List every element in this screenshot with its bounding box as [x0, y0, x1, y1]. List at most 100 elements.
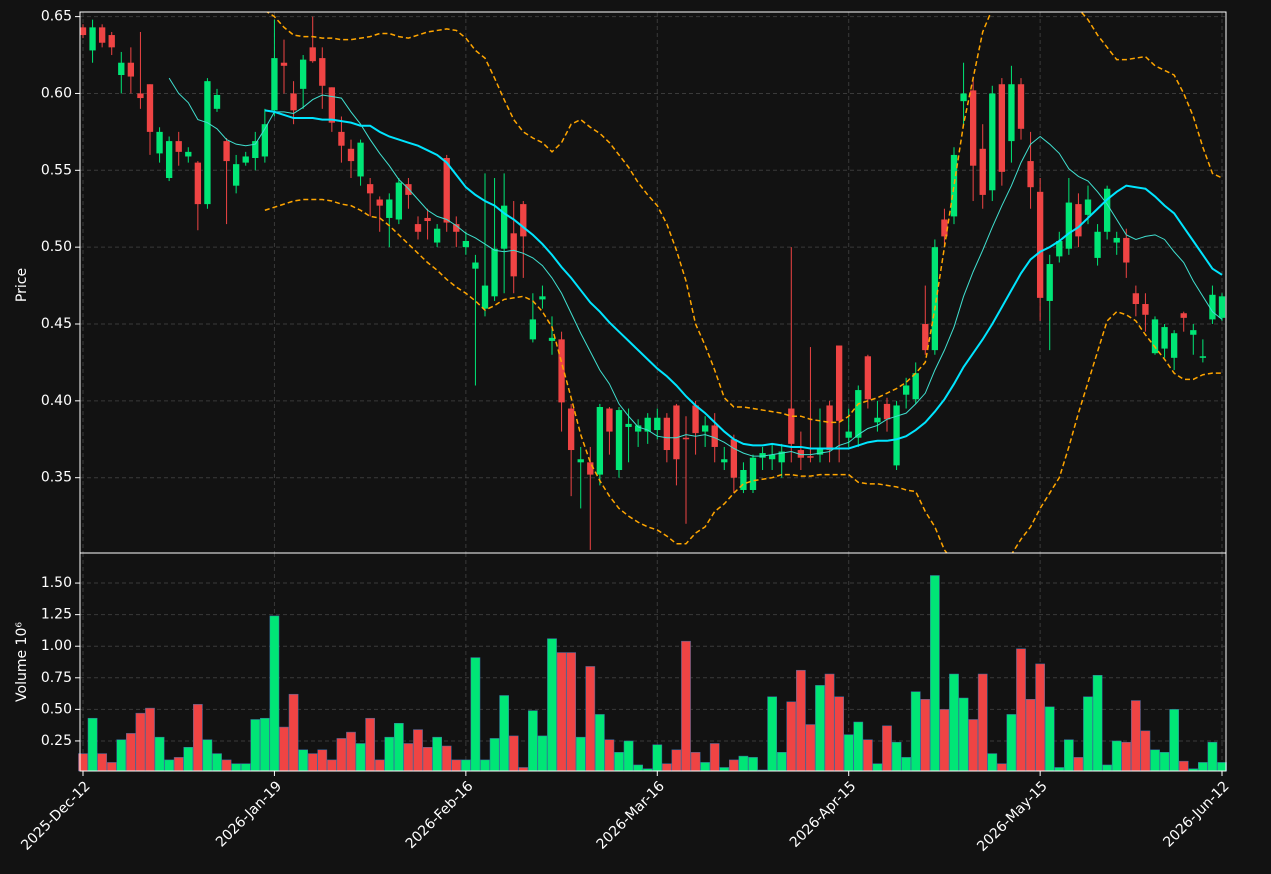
candle-body	[778, 451, 785, 463]
candle-body	[481, 285, 489, 309]
candle-body	[1065, 202, 1073, 249]
candle-body	[548, 337, 556, 341]
candle-body	[1218, 296, 1226, 318]
volume-bar	[135, 712, 146, 772]
candle-body	[902, 385, 910, 395]
y-tick-label: 0.50	[41, 701, 72, 717]
volume-bar	[700, 762, 710, 772]
candle-body	[711, 425, 718, 447]
volume-bar	[470, 657, 481, 772]
volume-bar	[317, 749, 328, 772]
volume-bar	[872, 763, 883, 772]
volume-bar	[307, 753, 318, 772]
volume-bar	[690, 752, 701, 772]
volume-bar	[824, 673, 835, 772]
candle-body	[1123, 237, 1130, 263]
candle-body	[730, 439, 738, 478]
candle-body	[232, 164, 240, 186]
volume-bar	[1140, 730, 1151, 772]
volume-bar	[403, 743, 414, 772]
candle-body	[433, 228, 441, 243]
volume-bar	[930, 575, 940, 772]
volume-bar	[537, 735, 548, 772]
y-tick-label: 0.25	[41, 733, 72, 749]
candle-body	[625, 423, 632, 427]
volume-bar	[843, 734, 854, 772]
volume-bar	[575, 736, 586, 772]
candle-body	[989, 93, 996, 191]
candle-body	[596, 406, 604, 475]
candle-body	[520, 204, 527, 237]
candle-body	[979, 148, 986, 195]
volume-bar	[202, 739, 213, 772]
volume-bar	[834, 696, 844, 772]
candle-body	[1027, 161, 1034, 188]
candle-body	[567, 408, 575, 451]
candle-body	[634, 425, 642, 432]
candle-body	[835, 345, 843, 421]
y-axis-label: Price	[14, 268, 30, 302]
volume-bar	[1044, 706, 1055, 772]
volume-bar	[767, 696, 777, 772]
volume-bar	[441, 745, 452, 772]
volume-bar	[882, 725, 892, 772]
volume-bar	[815, 685, 825, 772]
volume-bar	[585, 666, 596, 772]
candle-body	[271, 58, 278, 111]
candle-body	[950, 154, 958, 217]
candle-body	[606, 408, 613, 432]
volume-bar	[422, 747, 433, 772]
volume-bar	[1016, 648, 1026, 772]
volume-bar	[1159, 752, 1170, 772]
candle-body	[338, 131, 345, 146]
volume-bar	[604, 739, 615, 772]
candle-body	[797, 450, 805, 458]
volume-bar	[461, 759, 471, 772]
candle-body	[223, 141, 230, 162]
candle-body	[137, 93, 144, 99]
candle-body	[156, 131, 163, 154]
volume-bar	[221, 759, 232, 772]
candle-body	[931, 247, 939, 351]
volume-bar	[336, 738, 347, 772]
candle-body	[587, 462, 594, 475]
candle-body	[347, 148, 355, 162]
candle-body	[98, 27, 106, 43]
candle-body	[998, 84, 1006, 172]
candle-body	[80, 27, 87, 36]
candle-body	[424, 217, 431, 222]
candle-body	[405, 184, 412, 195]
volume-bar	[432, 736, 442, 772]
candle-body	[529, 319, 537, 340]
volume-bar	[154, 736, 165, 772]
volume-bar	[250, 719, 261, 772]
volume-bar	[853, 721, 864, 772]
candle-body	[673, 405, 680, 460]
volume-bar	[614, 752, 624, 772]
volume-bar	[671, 749, 682, 772]
candle-body	[615, 410, 623, 471]
candle-body	[1094, 231, 1101, 258]
volume-bar	[164, 759, 174, 772]
volume-bar	[1111, 740, 1122, 772]
volume-bar	[709, 743, 720, 772]
y-tick-label: 0.75	[41, 670, 72, 686]
candle-body	[357, 142, 364, 177]
y-tick-label: 1.50	[41, 575, 72, 591]
volume-bar	[384, 736, 395, 772]
volume-bar	[1083, 696, 1093, 772]
volume-bar	[288, 693, 299, 772]
candle-body	[1170, 333, 1178, 358]
volume-bar	[623, 740, 634, 772]
candle-body	[252, 141, 259, 159]
candle-body	[826, 405, 833, 451]
plot-area	[80, 12, 1226, 553]
candle-body	[682, 437, 690, 440]
candle-body	[1113, 237, 1120, 243]
volume-bar	[1025, 699, 1036, 772]
volume-bar	[518, 767, 529, 772]
candle-body	[213, 94, 221, 109]
y-tick-label: 0.60	[41, 85, 72, 101]
candle-body	[759, 453, 766, 458]
